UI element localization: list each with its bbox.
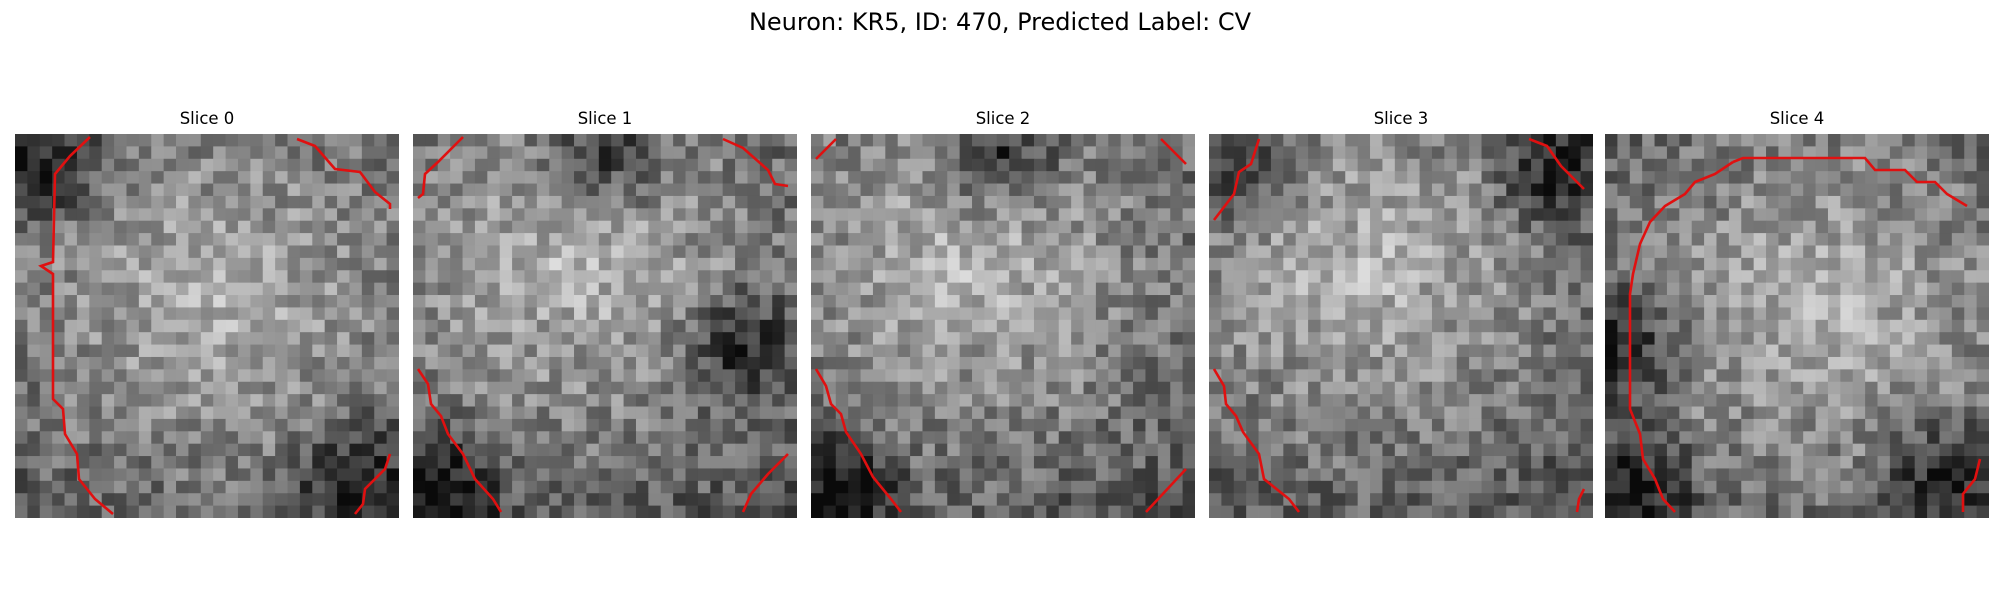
pixel-grid	[1209, 134, 1593, 518]
pixel-grid	[413, 134, 797, 518]
contour-line	[1528, 137, 1585, 190]
contour-line	[296, 137, 392, 209]
slice-panel-0: Slice 0	[15, 108, 399, 518]
slice-panel-4: Slice 4	[1605, 108, 1989, 518]
slice-title: Slice 1	[577, 109, 633, 128]
slice-panel-1: Slice 1	[413, 108, 797, 518]
slice-panel-3: Slice 3	[1209, 108, 1593, 518]
contour-line	[1628, 160, 1734, 513]
figure-title: Neuron: KR5, ID: 470, Predicted Label: C…	[748, 8, 1252, 36]
contour-line	[722, 137, 789, 188]
slice-title: Slice 4	[1769, 109, 1825, 128]
contour-line	[1732, 156, 1968, 208]
pixel-grid	[15, 134, 399, 518]
contour-line	[815, 138, 837, 160]
contour-line	[814, 368, 903, 513]
contour-line	[1145, 468, 1187, 513]
contour-line	[1575, 488, 1586, 513]
slice-title: Slice 0	[179, 109, 235, 128]
slice-title: Slice 3	[1373, 109, 1429, 128]
slice-image	[1209, 134, 1593, 518]
contour-line	[741, 453, 789, 513]
pixel-grid	[811, 134, 1195, 518]
pixel-grid	[1605, 134, 1989, 518]
contour-line	[353, 453, 392, 515]
slice-image	[1605, 134, 1989, 518]
contour-line	[417, 136, 464, 200]
slice-panel-2: Slice 2	[811, 108, 1195, 518]
slice-image	[15, 134, 399, 518]
slice-title: Slice 2	[975, 109, 1031, 128]
contour-line	[416, 368, 503, 513]
contour-line	[1961, 458, 1982, 512]
contour-line	[1212, 138, 1261, 221]
slice-image	[413, 134, 797, 518]
contour-line	[1212, 368, 1301, 513]
contour-line	[1160, 138, 1187, 165]
contour-line	[38, 136, 114, 515]
slice-image	[811, 134, 1195, 518]
